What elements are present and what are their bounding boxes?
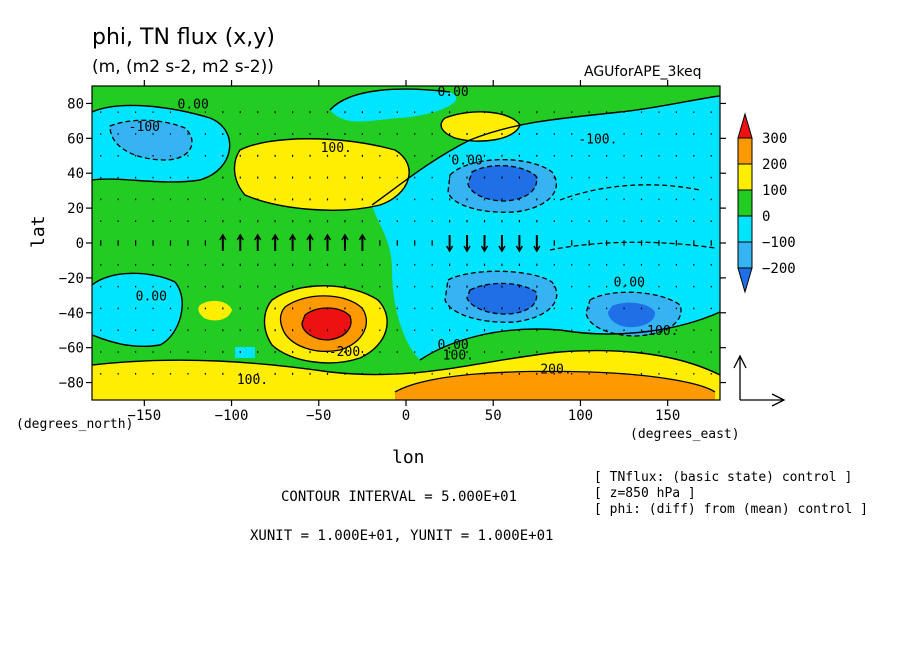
contour-lines	[92, 88, 720, 376]
y-tick-label: 0	[76, 236, 84, 252]
note-phi: [ phi: (diff) from (mean) control ]	[594, 502, 868, 517]
colorbar-segment	[737, 241, 753, 269]
contour-label: -100.	[639, 324, 678, 339]
flux-vector-head	[341, 233, 349, 241]
x-axis-unit: (degrees_east)	[630, 427, 740, 442]
vector-units: XUNIT = 1.000E+01, YUNIT = 1.000E+01	[250, 528, 554, 544]
note-level: [ z=850 hPa ]	[594, 486, 696, 501]
flux-vector-head	[288, 233, 297, 241]
y-tick-label: −60	[59, 341, 84, 357]
field-low-south	[467, 283, 537, 314]
field-low-north	[468, 165, 537, 201]
contour-label: 0.00	[614, 275, 645, 290]
contour-label: 0.00	[451, 153, 482, 168]
contour-interval: CONTOUR INTERVAL = 5.000E+01	[281, 489, 518, 505]
field-low-se	[608, 302, 656, 328]
contour-label: -100	[129, 120, 160, 135]
y-tick-label: 80	[67, 96, 84, 112]
contour-field: 0.00-1000.00100.0.00-100.0.000.000.00100…	[92, 85, 720, 400]
contour-label: 200.	[540, 363, 571, 378]
field-north-positive	[234, 138, 410, 211]
x-tick-label: −100	[215, 408, 249, 424]
contour-label: 0.00	[437, 85, 468, 100]
y-axis-title: lat	[28, 215, 49, 248]
flux-vector-head	[533, 245, 541, 253]
y-tick-label: −80	[59, 376, 84, 392]
contour-lines-negative	[109, 119, 716, 337]
colorbar-segment	[737, 215, 753, 243]
field-small-positive	[198, 300, 232, 321]
contour-labels: 0.00-1000.00100.0.00-100.0.000.000.00100…	[129, 85, 679, 388]
chart-units: (m, (m2 s-2, m2 s-2))	[92, 57, 274, 77]
flux-vector-head	[271, 233, 279, 241]
experiment-label: AGUforAPE_3keq	[584, 64, 702, 80]
colorbar-max-triangle	[737, 112, 753, 139]
flux-vector-head	[306, 233, 314, 241]
y-axis: −80 −60 −40 −20 0 20 40 60 80	[59, 96, 726, 392]
colorbar-label: 300	[762, 131, 787, 147]
colorbar-segment	[737, 163, 753, 191]
y-tick-label: 20	[67, 201, 84, 217]
field-small-negative	[235, 347, 255, 358]
contour-label: -100.	[578, 132, 617, 147]
x-tick-label: −150	[127, 408, 161, 424]
x-tick-label: 150	[655, 408, 680, 424]
colorbar-min-triangle	[737, 267, 753, 294]
field-south-high	[395, 371, 715, 400]
contour-label: 100.	[443, 349, 474, 364]
contour-label: -200.	[329, 345, 368, 360]
colorbar-label: −200	[762, 261, 796, 277]
colorbar-label: 200	[762, 157, 787, 173]
flux-vector-head	[515, 245, 524, 253]
colorbar-label: 0	[762, 209, 770, 225]
reference-vector	[733, 354, 786, 407]
x-axis-title: lon	[392, 447, 425, 468]
flux-vector-head	[236, 233, 244, 241]
flux-vector-head	[463, 245, 471, 253]
y-tick-label: 60	[67, 131, 84, 147]
contour-label: 0.00	[437, 338, 468, 353]
field-nw-low	[110, 120, 193, 160]
x-tick-label: −50	[306, 408, 331, 424]
contour-label: 0.00	[178, 97, 209, 112]
flux-vector-head	[445, 245, 454, 253]
colorbar: 300 200 100 0 −100 −200	[737, 112, 796, 294]
flux-vectors	[100, 111, 712, 375]
flux-vector-head	[358, 233, 367, 241]
contour-label: 100.	[237, 373, 268, 388]
colorbar-label: 100	[762, 183, 787, 199]
x-tick-label: 50	[485, 408, 502, 424]
contour-label: 100.	[321, 141, 352, 156]
note-tnflux: [ TNflux: (basic state) control ]	[594, 470, 853, 485]
chart-title: phi, TN flux (x,y)	[92, 25, 275, 50]
flux-vector-head	[219, 233, 227, 241]
field-max-red	[302, 307, 351, 340]
flux-vector-head	[254, 233, 262, 241]
colorbar-label: −100	[762, 235, 796, 251]
x-axis: −150 −100 −50 0 50 100 150	[127, 80, 680, 424]
y-tick-label: 40	[67, 166, 84, 182]
x-tick-label: 100	[568, 408, 593, 424]
x-tick-label: 0	[402, 408, 410, 424]
flux-vector-head	[480, 245, 489, 253]
field-northpole-negative	[330, 89, 457, 122]
y-axis-unit: (degrees_north)	[16, 417, 133, 432]
field-sw-negative	[92, 273, 183, 347]
contour-label: 0.00	[136, 289, 167, 304]
field-arctic-positive	[441, 111, 520, 142]
colorbar-segment	[737, 137, 753, 165]
flux-vector-head	[498, 245, 506, 253]
contour-lines-positive-inner	[279, 295, 716, 393]
flux-vector-head	[323, 233, 332, 241]
y-tick-label: −20	[59, 271, 84, 287]
y-tick-label: −40	[59, 306, 84, 322]
colorbar-segment	[737, 189, 753, 217]
